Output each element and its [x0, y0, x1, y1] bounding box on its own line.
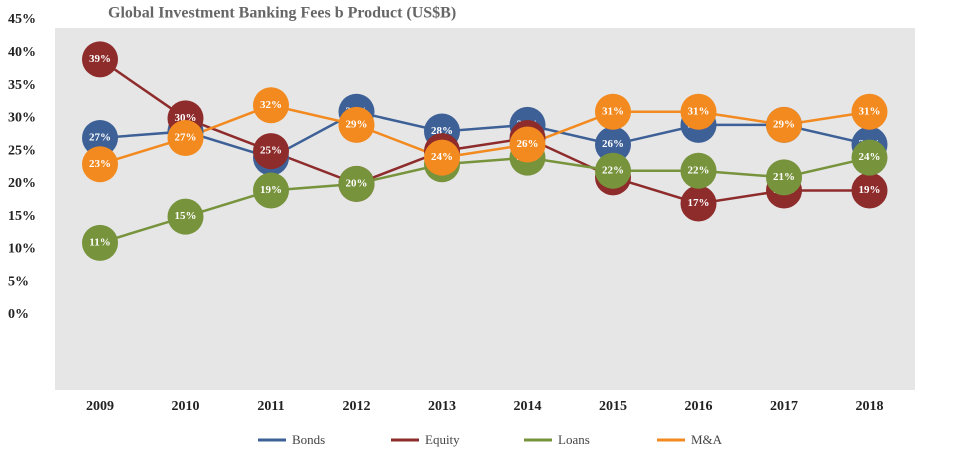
data-label: 29% [346, 118, 368, 130]
data-point [595, 152, 631, 189]
data-point [680, 185, 717, 222]
data-label: 19% [859, 184, 881, 196]
data-point [680, 93, 717, 130]
data-label: 24% [859, 151, 881, 163]
x-tick-label: 2016 [685, 399, 713, 414]
data-label: 19% [260, 184, 282, 196]
data-label: 29% [773, 118, 795, 130]
series-line [99, 58, 870, 205]
data-point [595, 126, 631, 163]
data-label: 26% [602, 138, 624, 150]
data-label: 31% [859, 105, 881, 117]
data-point [424, 139, 460, 176]
data-label: 26% [517, 138, 539, 150]
data-point [680, 152, 717, 189]
data-point [851, 172, 888, 209]
data-point [338, 165, 375, 202]
data-label: 15% [175, 210, 197, 222]
data-point [851, 139, 888, 176]
data-point [253, 172, 289, 209]
data-label: 22% [688, 164, 710, 176]
data-point [167, 120, 204, 156]
legend-label: Equity [425, 432, 460, 447]
y-tick-label: 30% [8, 111, 36, 126]
series-line [99, 156, 870, 245]
x-tick-label: 2012 [343, 399, 371, 414]
legend-label: Bonds [292, 432, 325, 447]
data-point [82, 224, 118, 261]
data-point [82, 120, 118, 156]
data-label: 24% [431, 151, 453, 163]
data-label: 22% [602, 164, 624, 176]
y-tick-label: 0% [8, 307, 29, 322]
data-point [766, 159, 802, 196]
series-line [99, 103, 870, 166]
data-label: 11% [89, 236, 110, 248]
data-label: 21% [773, 171, 795, 183]
x-tick-label: 2010 [172, 399, 200, 414]
data-point [253, 87, 289, 124]
data-point [851, 93, 888, 130]
data-label: 32% [260, 99, 282, 111]
y-tick-label: 5% [8, 274, 29, 289]
x-tick-label: 2014 [514, 399, 542, 414]
chart-title: Global Investment Banking Fees b Product… [108, 5, 456, 22]
data-point [253, 133, 289, 170]
series-line [99, 110, 870, 160]
legend-label: M&A [691, 432, 723, 447]
data-point [595, 93, 631, 130]
data-point [766, 106, 802, 143]
y-tick-label: 40% [8, 45, 36, 60]
data-label: 23% [89, 158, 111, 170]
y-tick-label: 20% [8, 176, 36, 191]
data-point [509, 126, 546, 163]
data-label: 27% [89, 132, 111, 144]
data-point [338, 106, 375, 143]
data-point [167, 198, 204, 235]
data-label: 31% [688, 105, 710, 117]
data-label: 39% [89, 53, 111, 65]
x-tick-label: 2017 [770, 399, 798, 414]
data-point [82, 146, 118, 183]
x-tick-label: 2009 [86, 399, 114, 414]
data-label: 20% [346, 177, 368, 189]
x-tick-label: 2013 [428, 399, 456, 414]
data-label: 25% [260, 145, 282, 157]
data-label: 17% [688, 197, 710, 209]
x-tick-label: 2018 [856, 399, 884, 414]
data-label: 27% [175, 132, 197, 144]
y-tick-label: 45% [8, 12, 36, 27]
legend-label: Loans [558, 432, 590, 447]
y-tick-label: 15% [8, 209, 36, 224]
y-tick-label: 25% [8, 143, 36, 158]
y-tick-label: 10% [8, 242, 36, 257]
x-tick-label: 2011 [257, 399, 284, 414]
y-tick-label: 35% [8, 78, 36, 93]
data-point [82, 41, 118, 78]
data-label: 31% [602, 105, 624, 117]
x-tick-label: 2015 [599, 399, 627, 414]
